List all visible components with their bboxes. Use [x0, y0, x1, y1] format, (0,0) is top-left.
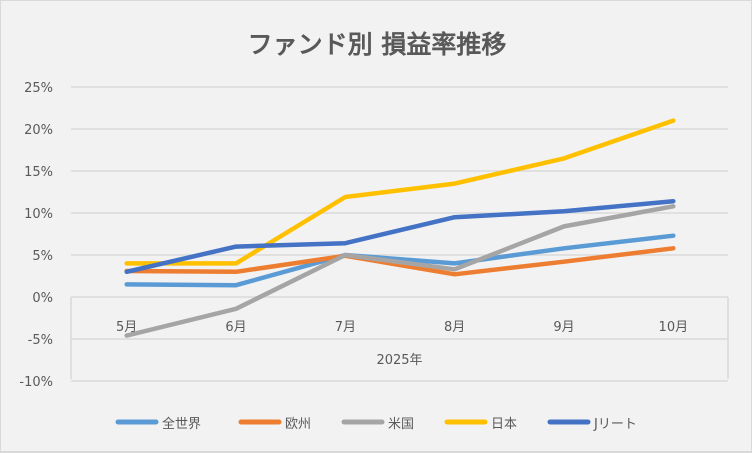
gridlines — [71, 87, 728, 381]
legend-label: 全世界 — [162, 416, 201, 432]
y-tick-label: 25% — [24, 81, 53, 96]
x-tick-label: 9月 — [553, 320, 574, 335]
x-tick-label: 6月 — [225, 320, 246, 335]
x-tick-label: 7月 — [335, 320, 356, 335]
y-tick-label: -10% — [19, 375, 53, 390]
y-tick-label: 15% — [24, 165, 53, 180]
legend-label: 欧州 — [285, 417, 311, 432]
x-group-label: 2025年 — [376, 353, 422, 368]
series-lines — [127, 121, 674, 336]
legend: 全世界 欧州 米国 日本 Jリート — [118, 416, 637, 432]
y-tick-label: 0% — [32, 291, 53, 306]
y-tick-label: 5% — [32, 249, 53, 264]
series-line-4 — [127, 121, 674, 264]
legend-label: 米国 — [388, 417, 414, 432]
y-axis-ticks: 25% 20% 15% 10% 5% 0% -5% -10% — [19, 81, 53, 390]
y-tick-label: 20% — [24, 123, 53, 138]
legend-label: Jリート — [593, 417, 637, 432]
x-tick-label: 8月 — [444, 320, 465, 335]
legend-label: 日本 — [491, 417, 517, 432]
chart-title: ファンド別 損益率推移 — [248, 30, 507, 59]
y-tick-label: -5% — [28, 333, 53, 348]
x-tick-label: 10月 — [659, 320, 689, 335]
y-tick-label: 10% — [24, 207, 53, 222]
